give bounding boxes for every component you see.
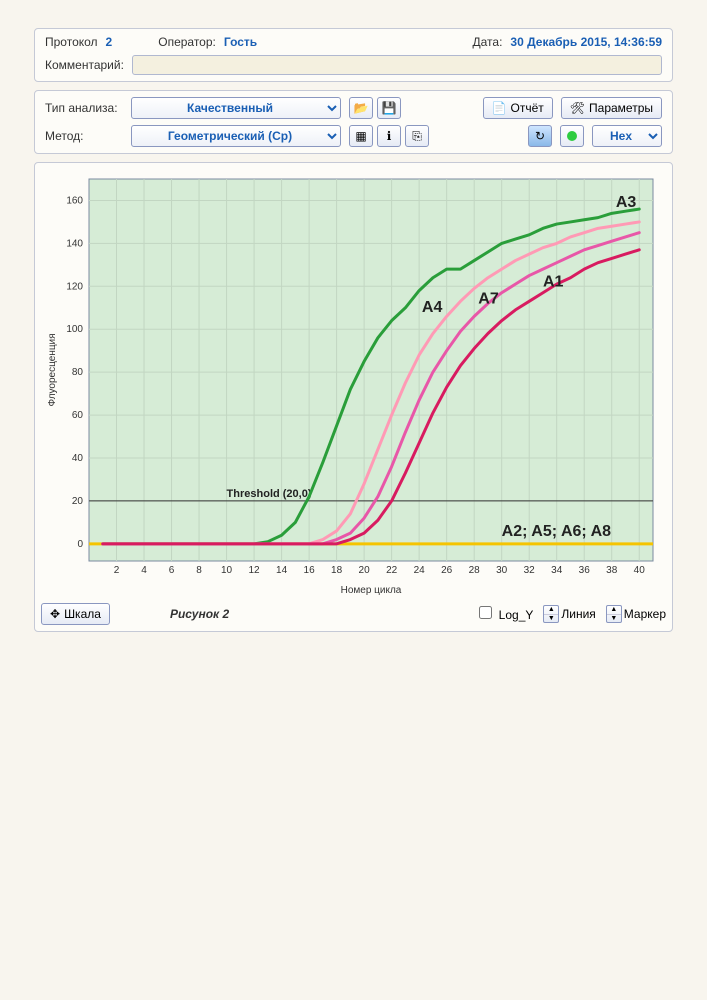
svg-text:A3: A3 bbox=[616, 194, 637, 211]
svg-text:26: 26 bbox=[441, 565, 453, 576]
protocol-label: Протокол bbox=[45, 35, 98, 49]
report-label: Отчёт bbox=[511, 101, 544, 115]
chart-panel: 2468101214161820222426283032343638400204… bbox=[34, 162, 673, 632]
svg-text:40: 40 bbox=[634, 565, 646, 576]
method-select[interactable]: Геометрический (Cp) bbox=[131, 125, 341, 147]
svg-text:Threshold (20,0): Threshold (20,0) bbox=[227, 488, 312, 500]
open-icon[interactable]: 📂 bbox=[349, 97, 373, 119]
figure-caption: Рисунок 2 bbox=[170, 607, 229, 621]
operator-label: Оператор: bbox=[158, 35, 216, 49]
move-icon: ✥ bbox=[50, 607, 60, 621]
scale-label: Шкала bbox=[64, 607, 101, 621]
svg-text:18: 18 bbox=[331, 565, 343, 576]
svg-text:30: 30 bbox=[496, 565, 508, 576]
date-value: 30 Декабрь 2015, 14:36:59 bbox=[510, 35, 662, 49]
copy-icon[interactable]: ⎘ bbox=[405, 125, 429, 147]
date-label: Дата: bbox=[473, 35, 503, 49]
channel-status-icon bbox=[560, 125, 584, 147]
svg-text:28: 28 bbox=[469, 565, 481, 576]
svg-text:Флуоресценция: Флуоресценция bbox=[47, 333, 58, 406]
line-spinner-label: Линия bbox=[561, 607, 595, 621]
method-label: Метод: bbox=[45, 129, 123, 143]
svg-text:2: 2 bbox=[114, 565, 120, 576]
logy-checkbox-wrap[interactable]: Log_Y bbox=[479, 606, 533, 622]
channel-select[interactable]: Hex bbox=[592, 125, 662, 147]
svg-text:80: 80 bbox=[72, 367, 84, 378]
svg-text:4: 4 bbox=[141, 565, 147, 576]
svg-text:0: 0 bbox=[77, 539, 83, 550]
svg-text:34: 34 bbox=[551, 565, 563, 576]
save-icon[interactable]: 💾 bbox=[377, 97, 401, 119]
grid-icon[interactable]: ▦ bbox=[349, 125, 373, 147]
svg-text:22: 22 bbox=[386, 565, 398, 576]
analysis-type-select[interactable]: Качественный bbox=[131, 97, 341, 119]
svg-text:16: 16 bbox=[304, 565, 316, 576]
svg-text:24: 24 bbox=[414, 565, 426, 576]
params-label: Параметры bbox=[589, 101, 653, 115]
svg-text:40: 40 bbox=[72, 453, 84, 464]
params-icon: 🛠 bbox=[570, 101, 585, 115]
logy-checkbox[interactable] bbox=[479, 606, 492, 619]
marker-spinner-label: Маркер bbox=[624, 607, 666, 621]
svg-text:36: 36 bbox=[579, 565, 591, 576]
comment-label: Комментарий: bbox=[45, 58, 124, 72]
header-panel: Протокол 2 Оператор: Гость Дата: 30 Дека… bbox=[34, 28, 673, 82]
scale-button[interactable]: ✥ Шкала bbox=[41, 603, 110, 625]
report-icon: 📄 bbox=[492, 101, 507, 115]
svg-text:8: 8 bbox=[196, 565, 202, 576]
protocol-value: 2 bbox=[106, 35, 113, 49]
report-button[interactable]: 📄 Отчёт bbox=[483, 97, 553, 119]
svg-text:20: 20 bbox=[359, 565, 371, 576]
analysis-type-label: Тип анализа: bbox=[45, 101, 123, 115]
svg-text:A7: A7 bbox=[478, 290, 499, 307]
logy-label: Log_Y bbox=[499, 608, 534, 622]
svg-text:10: 10 bbox=[221, 565, 233, 576]
params-button[interactable]: 🛠 Параметры bbox=[561, 97, 662, 119]
svg-text:60: 60 bbox=[72, 410, 84, 421]
line-spinner[interactable]: ▲▼ Линия bbox=[543, 605, 595, 623]
amplification-chart: 2468101214161820222426283032343638400204… bbox=[41, 169, 667, 599]
svg-text:20: 20 bbox=[72, 496, 84, 507]
svg-text:100: 100 bbox=[66, 324, 83, 335]
svg-text:A2; A5; A6; A8: A2; A5; A6; A8 bbox=[502, 523, 611, 540]
svg-text:120: 120 bbox=[66, 281, 83, 292]
svg-text:160: 160 bbox=[66, 195, 83, 206]
svg-text:A1: A1 bbox=[543, 273, 564, 290]
svg-text:6: 6 bbox=[169, 565, 175, 576]
info-icon[interactable]: ℹ bbox=[377, 125, 401, 147]
comment-input[interactable] bbox=[132, 55, 662, 75]
svg-text:14: 14 bbox=[276, 565, 288, 576]
svg-text:12: 12 bbox=[249, 565, 261, 576]
svg-text:A4: A4 bbox=[422, 299, 443, 316]
svg-text:32: 32 bbox=[524, 565, 536, 576]
svg-text:Номер цикла: Номер цикла bbox=[341, 585, 402, 596]
svg-text:140: 140 bbox=[66, 238, 83, 249]
svg-text:38: 38 bbox=[606, 565, 618, 576]
refresh-icon[interactable]: ↻ bbox=[528, 125, 552, 147]
toolbar-panel: Тип анализа: Качественный 📂 💾 📄 Отчёт 🛠 … bbox=[34, 90, 673, 154]
marker-spinner[interactable]: ▲▼ Маркер bbox=[606, 605, 666, 623]
operator-value: Гость bbox=[224, 35, 257, 49]
